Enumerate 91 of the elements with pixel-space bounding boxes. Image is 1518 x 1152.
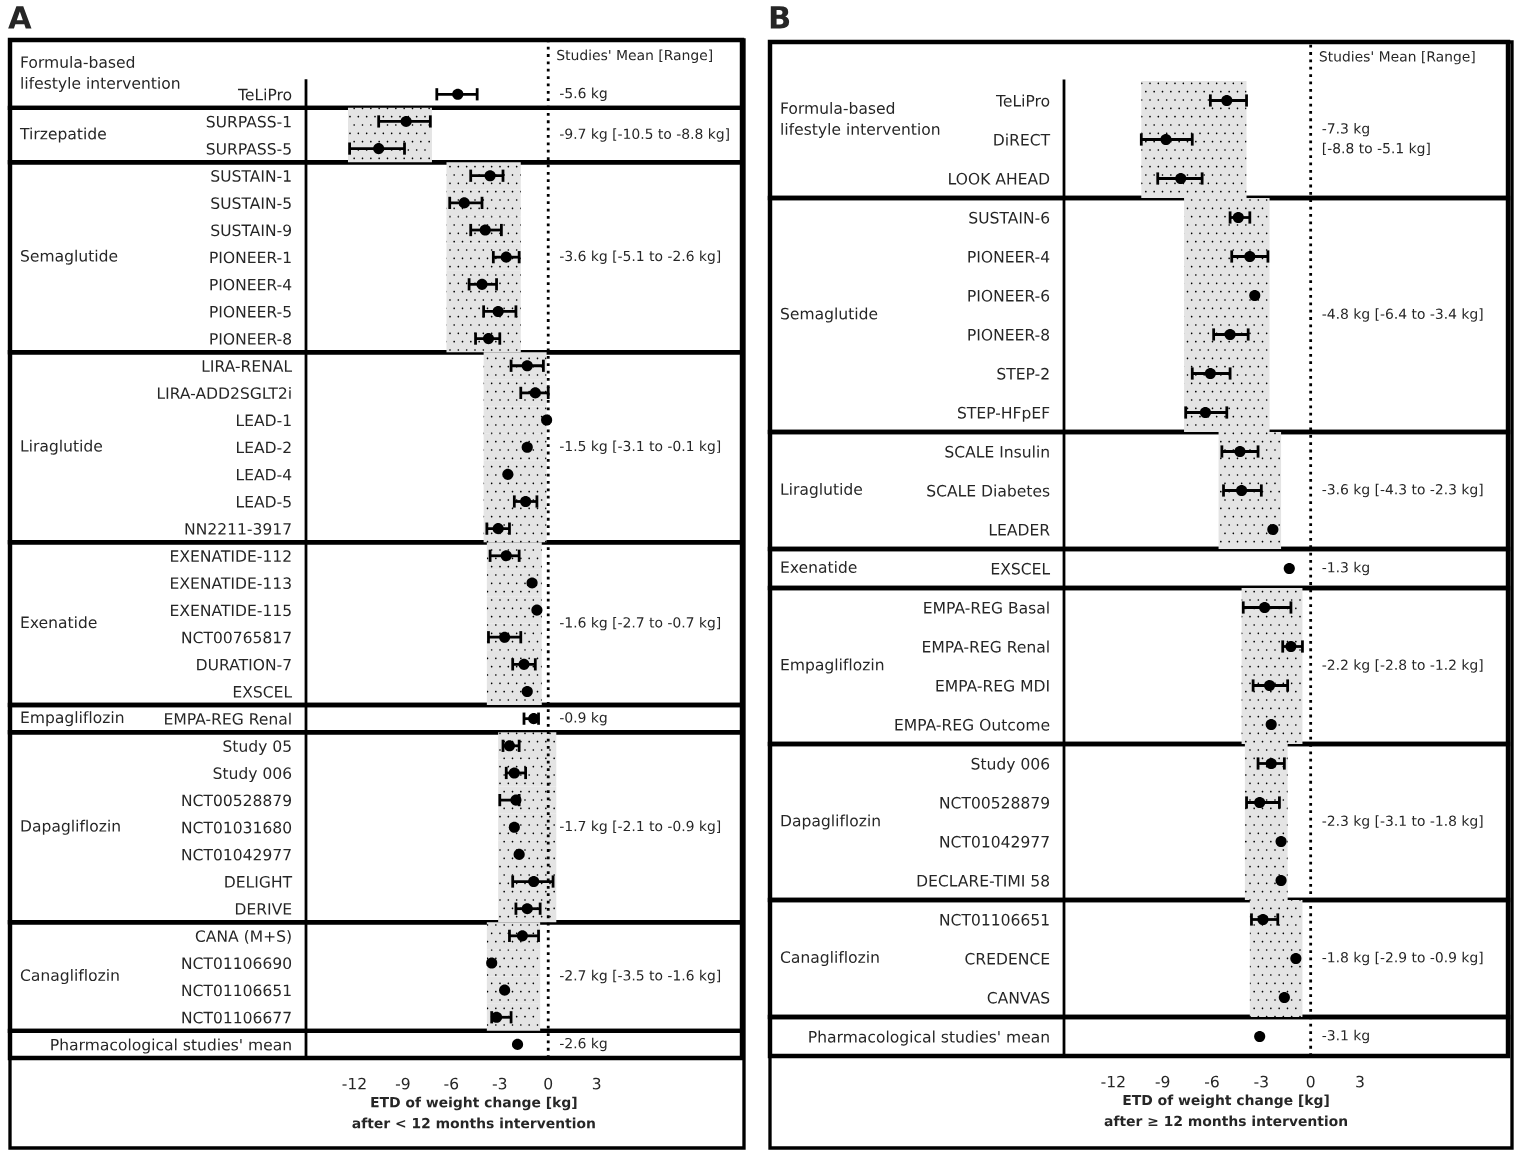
bar — [486, 596, 542, 624]
point — [528, 875, 540, 888]
bar — [483, 406, 547, 434]
bar — [1241, 705, 1303, 744]
bar — [1244, 861, 1288, 900]
point — [1257, 913, 1269, 926]
bar — [486, 949, 541, 977]
point — [529, 387, 541, 399]
point — [513, 848, 525, 860]
point — [482, 333, 495, 345]
bar — [486, 976, 541, 1004]
point — [521, 441, 533, 453]
bar — [1184, 198, 1270, 237]
point — [1160, 133, 1172, 146]
point — [479, 224, 491, 236]
bar — [486, 677, 542, 706]
bar — [1141, 159, 1247, 198]
point — [492, 523, 504, 535]
bar — [498, 813, 557, 841]
bar — [1241, 627, 1303, 666]
point — [520, 495, 532, 508]
point — [508, 767, 520, 779]
bar — [1184, 315, 1270, 354]
point — [452, 88, 464, 100]
bar — [446, 325, 521, 353]
bar — [1184, 276, 1270, 315]
point — [499, 984, 511, 996]
point — [499, 631, 511, 643]
point — [500, 550, 512, 562]
bar — [1184, 354, 1270, 393]
bar — [1249, 978, 1303, 1017]
point — [1236, 484, 1248, 497]
point — [1249, 289, 1261, 302]
point — [1264, 679, 1276, 692]
point — [516, 930, 528, 942]
point — [521, 685, 533, 698]
point — [373, 143, 385, 155]
point — [1221, 94, 1233, 107]
point — [502, 468, 514, 480]
bar — [483, 379, 547, 407]
point — [531, 604, 543, 616]
bar — [483, 433, 547, 461]
point — [1285, 640, 1297, 653]
bar — [1241, 666, 1303, 705]
point — [1175, 172, 1187, 185]
bar — [1218, 510, 1282, 549]
point — [400, 115, 412, 127]
bar — [1141, 120, 1247, 159]
point — [1275, 835, 1287, 848]
point — [1275, 874, 1287, 887]
bar — [483, 460, 547, 488]
bar — [1249, 939, 1303, 978]
point — [1267, 523, 1279, 536]
point — [526, 577, 538, 589]
point — [521, 360, 533, 372]
bar — [1184, 237, 1270, 276]
point — [511, 1038, 524, 1050]
point — [484, 170, 496, 182]
text: A — [8, 6, 32, 29]
point — [1199, 406, 1211, 419]
point — [500, 251, 512, 263]
point — [541, 414, 553, 426]
point — [1290, 952, 1302, 965]
point — [486, 957, 498, 969]
point — [492, 305, 504, 318]
point — [508, 821, 520, 833]
bar — [446, 243, 521, 271]
bar — [1141, 81, 1247, 120]
point — [1254, 1030, 1266, 1043]
bar — [1244, 822, 1288, 861]
bar — [1184, 393, 1270, 432]
bar — [446, 216, 521, 244]
bar — [1218, 432, 1282, 471]
point — [518, 658, 530, 670]
point — [1232, 211, 1244, 224]
point — [476, 278, 488, 290]
point — [1234, 445, 1246, 458]
point — [1283, 562, 1295, 575]
text: B — [770, 6, 790, 29]
point — [1259, 601, 1271, 614]
point — [1244, 250, 1256, 263]
point — [521, 903, 533, 915]
point — [458, 197, 470, 209]
point — [1204, 367, 1216, 380]
bar — [498, 840, 557, 868]
bar — [486, 569, 542, 597]
bar — [446, 189, 521, 217]
point — [1278, 991, 1290, 1004]
point — [1265, 718, 1277, 731]
point — [1224, 328, 1236, 341]
bar — [1218, 471, 1282, 510]
